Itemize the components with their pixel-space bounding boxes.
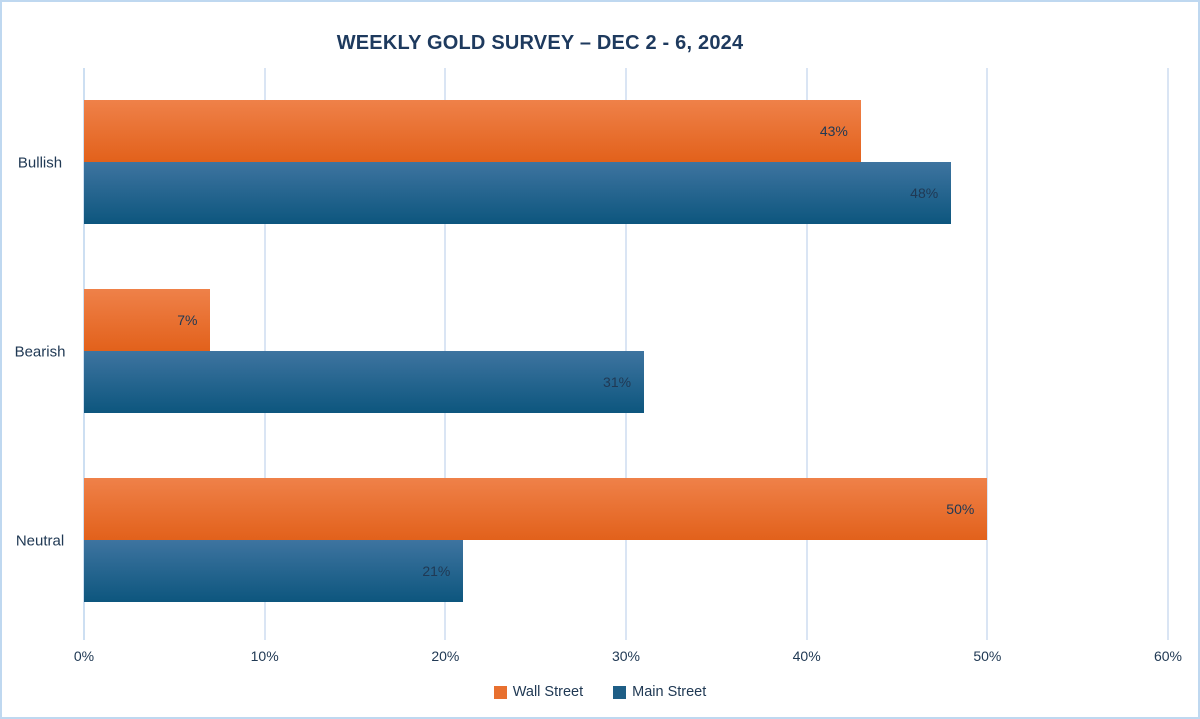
gridline [805,68,808,640]
bar-main-street-bullish: 48% [84,162,952,225]
legend-swatch-icon [493,685,507,699]
gridline [986,68,989,640]
x-axis-tick-label: 10% [250,648,279,664]
bar-block: 50% 21% [84,478,1168,603]
bar-value-label: 31% [603,374,632,391]
bar-group-bearish: 7% 31% [84,257,1168,446]
bar-main-street-bearish: 31% [84,351,645,414]
bar-wall-street-bearish: 7% [84,289,211,352]
legend-label: Wall Street [512,684,584,700]
x-axis-tick-label: 0% [73,648,95,664]
y-axis-labels: Bullish Bearish Neutral [2,68,84,635]
legend-item-wall-street: Wall Street [493,684,584,700]
y-axis-category-label-bullish: Bullish [17,154,63,171]
y-axis-category-label-neutral: Neutral [15,532,65,549]
gridline [1167,68,1169,640]
x-axis-tick-label: 60% [1153,648,1183,664]
bar-value-label: 7% [177,312,198,329]
bar-wall-street-bullish: 43% [84,100,861,163]
bar-wall-street-neutral: 50% [84,478,988,541]
bar-block: 7% 31% [84,289,1168,414]
legend-item-main-street: Main Street [613,684,706,700]
x-axis-tick-label: 50% [973,648,1002,664]
bar-groups: 43% 48% 7% 31% 50% 21% [84,68,1168,635]
x-axis-labels: 0% 10% 20% 30% 40% 50% 60% [74,648,1182,668]
x-axis-tick-label: 30% [611,648,641,664]
bar-main-street-neutral: 21% [84,540,464,603]
bar-group-neutral: 50% 21% [84,446,1168,635]
legend: Wall Street Main Street [2,684,1198,700]
x-axis-tick-label: 40% [792,648,821,664]
x-axis-tick-label: 20% [431,648,460,664]
bar-group-bullish: 43% 48% [84,68,1168,257]
plot-area: 43% 48% 7% 31% 50% 21% [83,68,1169,640]
bar-value-label: 21% [422,563,451,580]
bar-value-label: 48% [910,185,939,202]
bar-value-label: 50% [946,501,975,518]
y-axis-category-label-bearish: Bearish [14,343,66,360]
legend-swatch-icon [613,685,627,699]
legend-label: Main Street [632,684,707,700]
bar-value-label: 43% [819,123,848,140]
bar-block: 43% 48% [84,100,1168,225]
chart-title: WEEKLY GOLD SURVEY – DEC 2 - 6, 2024 [336,32,744,54]
